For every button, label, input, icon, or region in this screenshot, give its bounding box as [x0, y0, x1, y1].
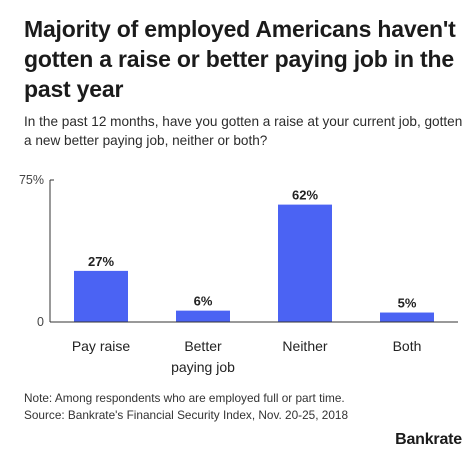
category-label: Both [393, 338, 422, 354]
footnote: Note: Among respondents who are employed… [24, 390, 464, 424]
brand-logo: Bankrate [395, 431, 462, 448]
bar [380, 312, 434, 322]
data-label: 6% [194, 294, 213, 309]
y-tick-label: 75% [19, 173, 44, 187]
bar [176, 310, 230, 322]
data-label: 62% [292, 188, 318, 203]
data-label: 27% [88, 254, 114, 269]
y-tick-label: 0 [37, 315, 44, 329]
category-label: Neither [282, 338, 327, 354]
source-text: Source: Bankrate's Financial Security In… [24, 408, 348, 422]
category-label: paying job [171, 359, 235, 375]
chart-subtitle: In the past 12 months, have you gotten a… [24, 114, 463, 148]
bar [74, 270, 128, 322]
category-label: Pay raise [72, 338, 131, 354]
note-text: Note: Among respondents who are employed… [24, 391, 345, 405]
category-label: Better [184, 338, 222, 354]
data-label: 5% [398, 296, 417, 311]
chart-title: Majority of employed Americans haven't g… [24, 16, 456, 102]
bar [278, 204, 332, 322]
